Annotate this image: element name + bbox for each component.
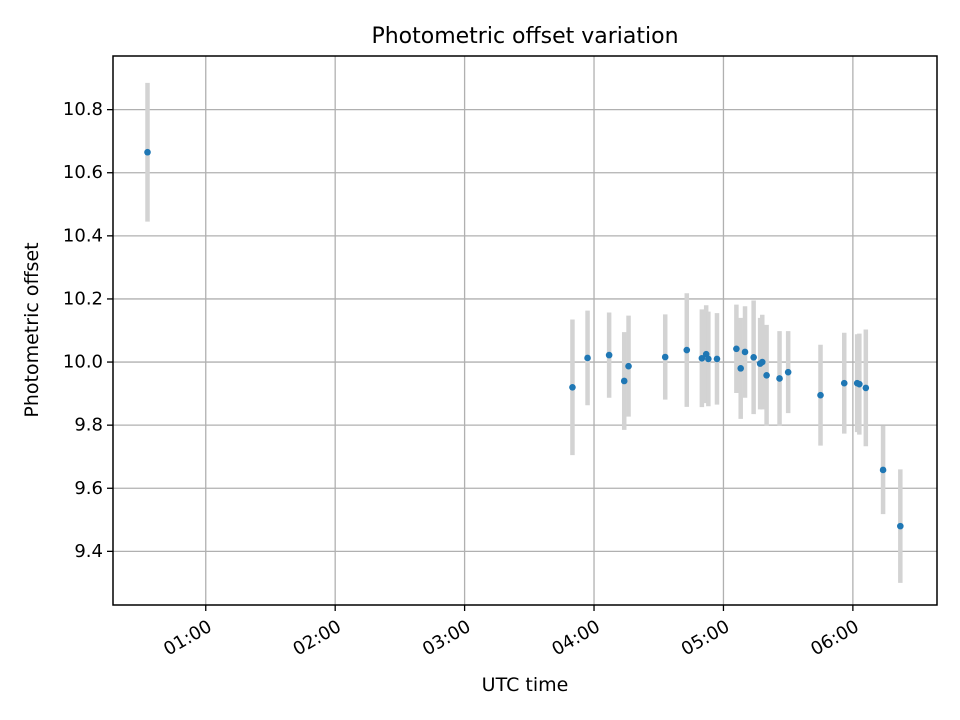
data-point xyxy=(817,391,824,399)
y-tick-label: 10.6 xyxy=(63,162,103,183)
data-point xyxy=(625,362,632,370)
y-tick-label: 10.8 xyxy=(63,99,103,120)
y-tick-label: 9.6 xyxy=(74,478,103,499)
y-tick-label: 10.0 xyxy=(63,352,103,373)
data-point xyxy=(862,384,870,392)
data-point xyxy=(569,383,576,391)
data-point xyxy=(605,351,613,359)
data-point xyxy=(758,358,766,366)
data-point xyxy=(620,377,628,385)
data-point xyxy=(879,466,887,474)
y-tick-label: 9.4 xyxy=(74,541,103,562)
data-point xyxy=(897,522,904,530)
data-point xyxy=(784,368,792,376)
data-points xyxy=(144,148,904,530)
data-point xyxy=(584,354,591,362)
data-point xyxy=(683,346,691,354)
chart-title: Photometric offset variation xyxy=(371,24,678,49)
data-point xyxy=(713,355,721,363)
data-point xyxy=(144,148,151,156)
data-point xyxy=(763,372,770,379)
data-point xyxy=(705,355,712,363)
y-tick-label: 10.2 xyxy=(63,288,103,309)
data-point xyxy=(750,354,757,361)
data-point xyxy=(661,353,669,361)
data-point xyxy=(856,380,863,388)
plot-frame xyxy=(112,55,938,606)
y-tick-label: 9.8 xyxy=(74,415,103,436)
y-tick-label: 10.4 xyxy=(63,225,103,246)
data-point xyxy=(776,375,783,382)
data-point xyxy=(741,348,749,356)
data-point xyxy=(840,379,848,387)
data-point xyxy=(733,345,740,353)
y-axis-label: Photometric offset xyxy=(21,242,43,417)
grid xyxy=(113,56,937,605)
data-point xyxy=(737,365,745,372)
x-axis-label: UTC time xyxy=(482,674,569,696)
data-point xyxy=(698,354,706,362)
